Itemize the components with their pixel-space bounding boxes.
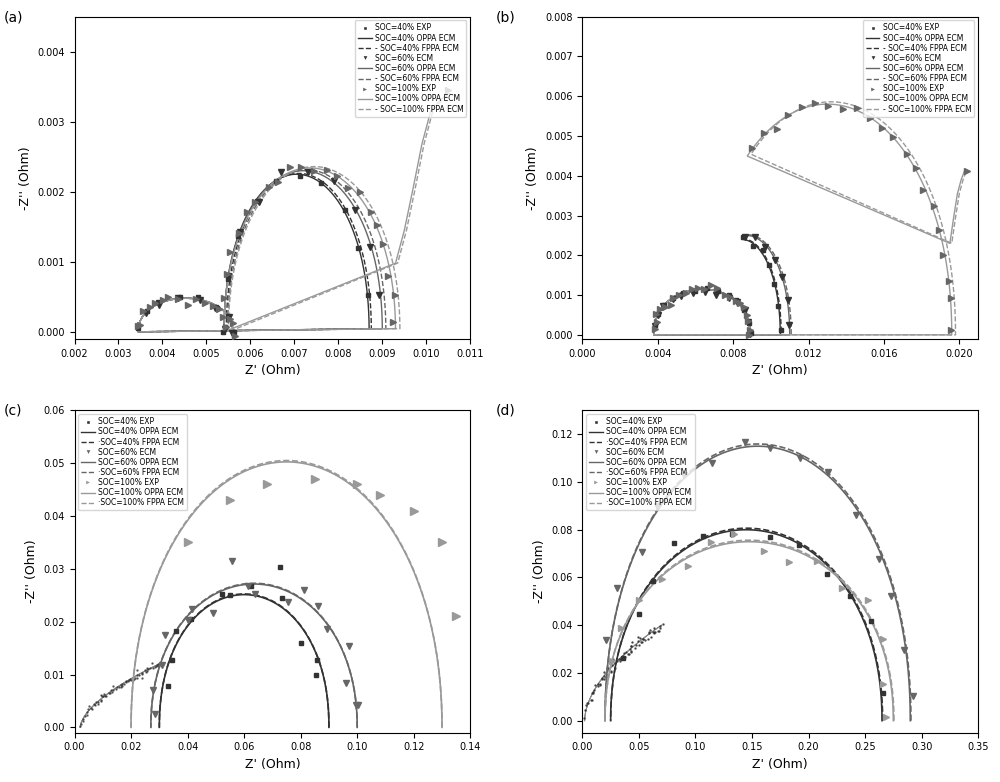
Legend: SOC=40% EXP, SOC=40% OPPA ECM, ·SOC=40% FPPA ECM, SOC=60% ECM, SOC=60% OPPA ECM,: SOC=40% EXP, SOC=40% OPPA ECM, ·SOC=40% … [586,414,695,511]
Text: (a): (a) [3,10,23,24]
Text: (c): (c) [3,404,22,418]
X-axis label: Z' (Ohm): Z' (Ohm) [752,364,808,377]
X-axis label: Z' (Ohm): Z' (Ohm) [245,758,300,771]
X-axis label: Z' (Ohm): Z' (Ohm) [245,364,300,377]
Legend: SOC=40% EXP, SOC=40% OPPA ECM, ·SOC=40% FPPA ECM, SOC=60% ECM, SOC=60% OPPA ECM,: SOC=40% EXP, SOC=40% OPPA ECM, ·SOC=40% … [78,414,187,511]
Y-axis label: -Z'' (Ohm): -Z'' (Ohm) [19,146,32,210]
Text: (b): (b) [495,10,515,24]
Text: (d): (d) [495,404,515,418]
Legend: SOC=40% EXP, SOC=40% OPPA ECM, - SOC=40% FPPA ECM, SOC=60% ECM, SOC=60% OPPA ECM: SOC=40% EXP, SOC=40% OPPA ECM, - SOC=40%… [863,20,974,117]
Legend: SOC=40% EXP, SOC=40% OPPA ECM, - SOC=40% FPPA ECM, SOC=60% ECM, SOC=60% OPPA ECM: SOC=40% EXP, SOC=40% OPPA ECM, - SOC=40%… [355,20,466,117]
Y-axis label: -Z'' (Ohm): -Z'' (Ohm) [25,540,38,603]
Y-axis label: -Z'' (Ohm): -Z'' (Ohm) [526,146,539,210]
Y-axis label: -Z'' (Ohm): -Z'' (Ohm) [533,540,546,603]
X-axis label: Z' (Ohm): Z' (Ohm) [752,758,808,771]
